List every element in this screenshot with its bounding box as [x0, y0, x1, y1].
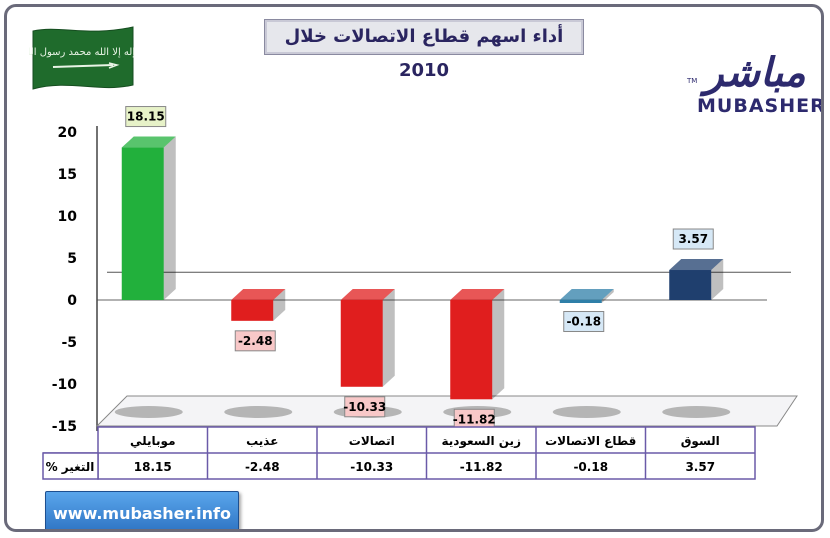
category-label: موبايلي [130, 434, 176, 449]
bar-front [121, 147, 164, 300]
y-tick-label: 10 [58, 209, 78, 225]
value-label: 18.15 [127, 110, 165, 124]
mubasher-logo: مباشر MUBASHER TM [687, 49, 824, 121]
category-label: زين السعودية [442, 434, 522, 449]
value-label: -11.82 [453, 412, 496, 426]
y-tick-label: 5 [67, 251, 77, 267]
logo-english: MUBASHER [697, 95, 824, 117]
bar-side [273, 289, 286, 321]
table-value: -11.82 [460, 460, 503, 474]
table-value: 18.15 [134, 460, 172, 474]
bar-5 [559, 289, 614, 303]
table-value: -10.33 [350, 460, 393, 474]
value-label-box [125, 106, 167, 128]
bar-side [492, 289, 505, 400]
bar-top [121, 136, 176, 148]
chart-title: أداء اسهم قطاع الاتصالات خلال 2010 [264, 19, 584, 81]
table-value: -2.48 [245, 460, 280, 474]
y-tick-label: -5 [61, 335, 77, 351]
category-label: اتصالات [349, 434, 395, 448]
bar-top [669, 259, 724, 271]
value-label-box [672, 228, 714, 250]
y-tick-label: 0 [67, 293, 77, 309]
table-value: -0.18 [573, 460, 608, 474]
value-label: 3.57 [678, 232, 708, 246]
bar-top [450, 289, 505, 300]
bar-front [450, 300, 493, 400]
bar-top [231, 289, 286, 300]
table-row-header-cell [42, 452, 99, 480]
bar-side [711, 259, 724, 300]
bar-1 [121, 136, 176, 300]
value-label: -10.33 [343, 400, 386, 414]
value-label-box [563, 311, 605, 333]
category-label: قطاع الاتصالات [545, 434, 636, 448]
bar-3 [340, 289, 395, 387]
bar-2 [231, 289, 286, 321]
bar-front [669, 270, 712, 300]
bar-top [340, 289, 395, 300]
bar-shadow [224, 406, 293, 418]
value-label: -0.18 [566, 315, 601, 329]
bar-shadow [552, 406, 621, 418]
bar-shadow [114, 406, 183, 418]
table-value: 3.57 [685, 460, 715, 474]
y-tick-label: 20 [58, 125, 78, 141]
saudi-flag-icon: لا إله إلا الله محمد رسول الله [29, 26, 137, 90]
bar-side [163, 136, 176, 300]
category-label: عذيب [246, 434, 278, 448]
bar-6 [669, 259, 724, 300]
bar-front [340, 300, 383, 387]
y-tick-label: -10 [52, 377, 78, 393]
table-row-label: التغير % [46, 460, 95, 474]
flag-shahada: لا إله إلا الله محمد رسول الله [29, 47, 137, 58]
y-tick-label: 15 [58, 167, 77, 183]
value-label-box [344, 396, 386, 418]
category-label: السوق [681, 434, 720, 449]
y-tick-label: -15 [52, 419, 77, 435]
bar-front [231, 300, 274, 321]
bar-side [601, 289, 614, 303]
bar-chart: 20 15 10 5 0 -5 -10 -15 18.15 -2.48 -10.33 -11.82 -… [42, 106, 798, 480]
bar-side [382, 289, 395, 387]
bar-top [559, 289, 614, 300]
value-label: -2.48 [238, 334, 273, 348]
logo-trademark: TM [687, 77, 698, 85]
logo-arabic: مباشر [704, 49, 806, 96]
value-label-box [234, 330, 276, 352]
bar-front [559, 300, 602, 303]
website-link[interactable]: www.mubasher.info [45, 491, 239, 529]
bar-shadow [662, 406, 731, 418]
chart-frame: أداء اسهم قطاع الاتصالات خلال 2010 لا إل… [4, 4, 824, 532]
bar-4 [450, 289, 505, 400]
